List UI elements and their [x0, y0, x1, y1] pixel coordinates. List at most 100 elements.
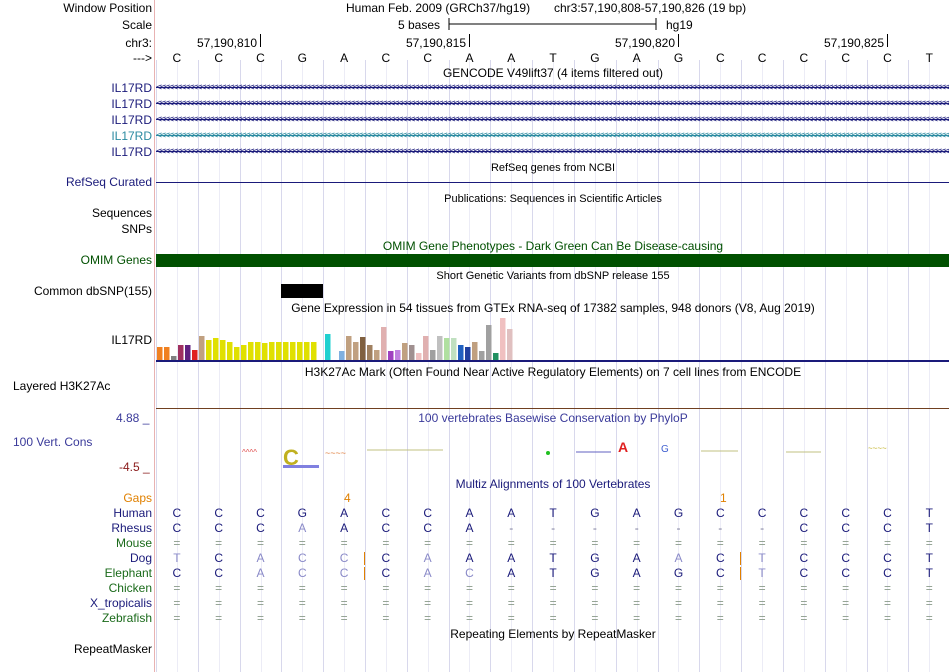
species-label[interactable]: Rhesus	[111, 521, 152, 535]
gtex-tissue-bar[interactable]	[437, 336, 443, 360]
alignment-base: =	[382, 581, 390, 595]
gtex-tissue-bar[interactable]	[304, 342, 310, 360]
omim-track-label[interactable]: OMIM Genes	[80, 253, 152, 267]
sequences-track-label[interactable]: Sequences	[91, 206, 152, 220]
dbsnp-track-label[interactable]: Common dbSNP(155)	[33, 284, 152, 298]
gtex-tissue-bar[interactable]	[185, 345, 191, 360]
gtex-tissue-bar[interactable]	[465, 347, 471, 360]
alignment-base: A	[674, 551, 683, 565]
gtex-tissue-bar[interactable]	[269, 342, 275, 360]
h3k27ac-track-label[interactable]: Layered H3K27Ac	[13, 379, 111, 393]
alignment-base: =	[842, 611, 850, 625]
gtex-tissue-bar[interactable]	[213, 338, 219, 360]
gtex-tissue-bar[interactable]	[276, 342, 282, 360]
gencode-transcript-label[interactable]: IL17RD	[111, 129, 152, 143]
coordinate-tick-label: 57,190,815	[405, 36, 466, 50]
gtex-tissue-bar[interactable]	[444, 338, 450, 360]
gencode-transcript-label[interactable]: IL17RD	[111, 113, 152, 127]
alignment-base: C	[883, 521, 892, 535]
gtex-tissue-bar[interactable]	[479, 351, 485, 360]
alignment-base: =	[674, 536, 682, 550]
gtex-tissue-bar[interactable]	[220, 340, 226, 360]
gencode-transcript-line[interactable]	[156, 135, 949, 136]
gtex-tissue-bar[interactable]	[395, 350, 401, 360]
gtex-tissue-bar[interactable]	[472, 342, 478, 360]
alignment-base: A	[423, 566, 432, 580]
gtex-tissue-bar[interactable]	[381, 327, 387, 360]
gtex-tissue-bar[interactable]	[262, 343, 268, 360]
gtex-tissue-bar[interactable]	[255, 342, 261, 360]
gtex-bar-chart[interactable]	[156, 314, 536, 360]
coordinate-tick-label: 57,190,810	[196, 36, 257, 50]
dbsnp-variant[interactable]	[281, 284, 323, 298]
gencode-transcript-label[interactable]: IL17RD	[111, 97, 152, 111]
gtex-tissue-bar[interactable]	[367, 345, 373, 360]
refseq-gene-line[interactable]	[156, 182, 949, 183]
gtex-tissue-bar[interactable]	[199, 336, 205, 360]
gtex-tissue-bar[interactable]	[178, 345, 184, 360]
gtex-tissue-bar[interactable]	[346, 336, 352, 360]
species-label[interactable]: Human	[113, 506, 152, 520]
gencode-transcript-line[interactable]	[156, 87, 949, 88]
alignment-base: =	[340, 536, 348, 550]
species-label[interactable]: X_tropicalis	[89, 596, 152, 610]
gtex-tissue-bar[interactable]	[248, 342, 254, 360]
gtex-tissue-bar[interactable]	[192, 350, 198, 360]
gtex-tissue-bar[interactable]	[458, 345, 464, 360]
species-label[interactable]: Mouse	[115, 536, 152, 550]
gtex-tissue-bar[interactable]	[409, 345, 415, 360]
gtex-tissue-bar[interactable]	[206, 340, 212, 360]
gencode-transcript-line[interactable]	[156, 151, 949, 152]
alignment-base: =	[549, 581, 557, 595]
gtex-tissue-bar[interactable]	[164, 347, 170, 360]
species-label[interactable]: Dog	[129, 551, 152, 565]
gencode-transcript-label[interactable]: IL17RD	[111, 145, 152, 159]
gtex-tissue-bar[interactable]	[157, 347, 163, 360]
scale-db: hg19	[666, 18, 693, 32]
gtex-tissue-bar[interactable]	[374, 350, 380, 360]
publications-track-title: Publications: Sequences in Scientific Ar…	[444, 193, 662, 205]
gtex-tissue-bar[interactable]	[486, 325, 492, 360]
gtex-tissue-bar[interactable]	[430, 350, 436, 360]
gtex-tissue-bar[interactable]	[297, 342, 303, 360]
gtex-tissue-bar[interactable]	[339, 351, 345, 360]
gtex-tissue-bar[interactable]	[283, 342, 289, 360]
gtex-tissue-bar[interactable]	[290, 342, 296, 360]
gtex-tissue-bar[interactable]	[451, 338, 457, 360]
refseq-track-label[interactable]: RefSeq Curated	[65, 175, 152, 189]
omim-gene-bar[interactable]	[156, 254, 949, 267]
gtex-tissue-bar[interactable]	[241, 345, 247, 360]
gencode-transcript-label[interactable]: IL17RD	[111, 81, 152, 95]
gtex-tissue-bar[interactable]	[325, 334, 331, 360]
species-label[interactable]: Elephant	[104, 566, 152, 580]
species-label[interactable]: Chicken	[108, 581, 152, 595]
repeatmasker-track-label[interactable]: RepeatMasker	[73, 642, 152, 656]
alignment-base: =	[340, 581, 348, 595]
gtex-tissue-bar[interactable]	[507, 329, 513, 360]
gencode-transcript-line[interactable]	[156, 103, 949, 104]
gtex-tissue-bar[interactable]	[402, 343, 408, 360]
alignment-base: =	[298, 536, 306, 550]
gtex-tissue-bar[interactable]	[234, 347, 240, 360]
gtex-tissue-bar[interactable]	[311, 342, 317, 360]
gtex-tissue-bar[interactable]	[493, 353, 499, 360]
gtex-tissue-bar[interactable]	[416, 353, 422, 360]
svg-text:C: C	[283, 445, 299, 470]
gtex-tissue-bar[interactable]	[423, 336, 429, 360]
gtex-tissue-bar[interactable]	[388, 351, 394, 360]
gtex-tissue-bar[interactable]	[171, 356, 177, 360]
gtex-tissue-bar[interactable]	[227, 342, 233, 360]
alignment-base: A	[507, 566, 516, 580]
gencode-transcript-line[interactable]	[156, 119, 949, 120]
gtex-tissue-bar[interactable]	[360, 337, 366, 360]
conservation-logos[interactable]: ^^^^ C ~~~~ A G ~~~~	[156, 436, 950, 472]
conservation-track-label[interactable]: 100 Vert. Cons	[13, 435, 93, 449]
snps-track-label[interactable]: SNPs	[121, 222, 152, 236]
species-label[interactable]: Zebrafish	[101, 611, 152, 625]
gtex-tissue-bar[interactable]	[353, 342, 359, 360]
alignment-base: =	[173, 611, 181, 625]
gtex-tissue-bar[interactable]	[500, 318, 506, 360]
gtex-track-label[interactable]: IL17RD	[111, 333, 152, 347]
